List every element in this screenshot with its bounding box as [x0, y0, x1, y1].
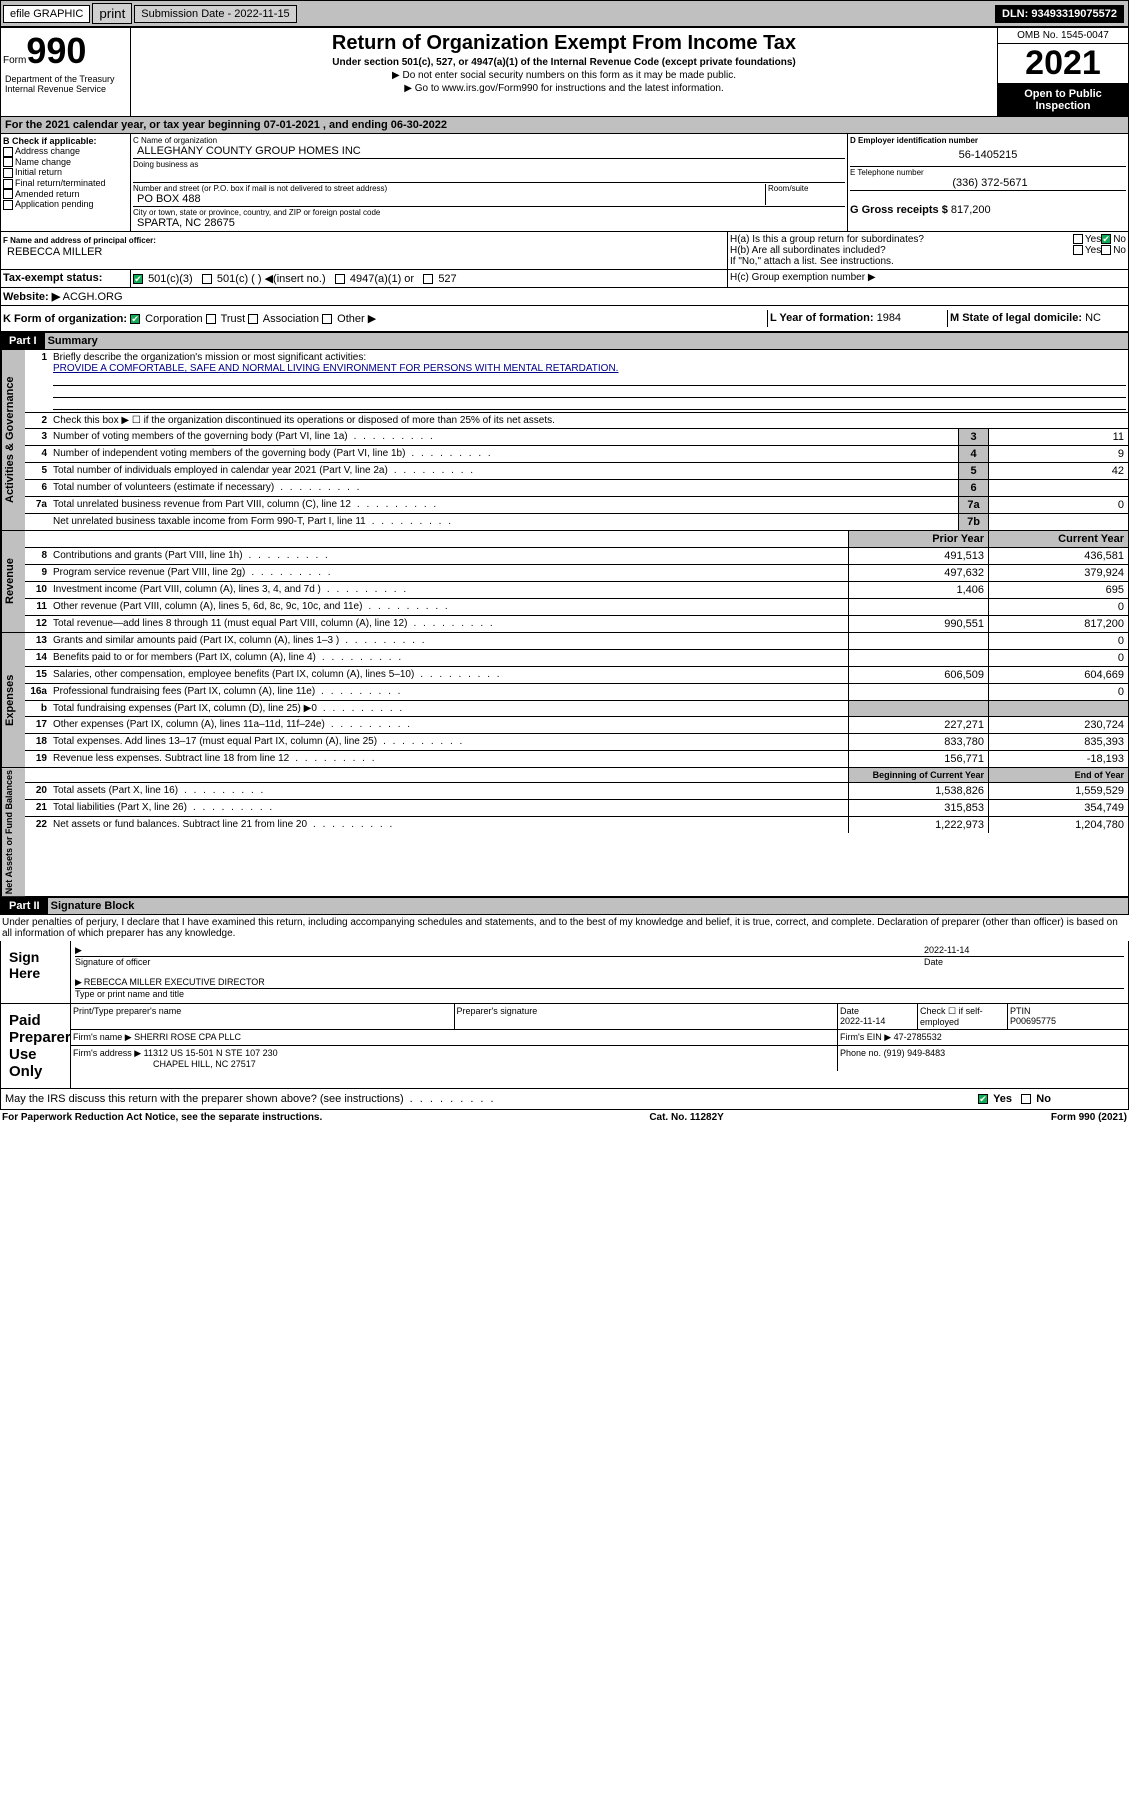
- phone: (336) 372-5671: [850, 177, 1126, 189]
- netassets-section: Net Assets or Fund Balances Beginning of…: [0, 768, 1129, 897]
- form-title: Return of Organization Exempt From Incom…: [135, 32, 993, 55]
- dept-label: Department of the Treasury Internal Reve…: [3, 72, 128, 96]
- firm-ein: 47-2785532: [894, 1032, 942, 1042]
- line-k: K Form of organization: ✔ Corporation Tr…: [1, 310, 768, 327]
- tax-year: 2021: [998, 44, 1128, 84]
- form-header: Form990 Department of the Treasury Inter…: [0, 27, 1129, 117]
- tax-exempt-status: ✔ 501(c)(3) 501(c) ( ) ◀(insert no.) 494…: [131, 270, 728, 287]
- mission: PROVIDE A COMFORTABLE, SAFE AND NORMAL L…: [53, 363, 618, 374]
- ssn-note: ▶ Do not enter social security numbers o…: [135, 70, 993, 81]
- section-h: H(a) Is this a group return for subordin…: [728, 232, 1128, 269]
- perjury-declaration: Under penalties of perjury, I declare th…: [0, 915, 1129, 941]
- ein: 56-1405215: [850, 145, 1126, 165]
- inspection-label: Open to Public Inspection: [998, 84, 1128, 116]
- goto-note: ▶ Go to www.irs.gov/Form990 for instruct…: [135, 83, 993, 94]
- submission-date: Submission Date - 2022-11-15: [134, 5, 296, 23]
- form-subtitle: Under section 501(c), 527, or 4947(a)(1)…: [135, 57, 993, 68]
- part-2-header: Part II Signature Block: [0, 897, 1129, 915]
- top-toolbar: efile GRAPHIC print Submission Date - 20…: [0, 0, 1129, 27]
- discuss-question: May the IRS discuss this return with the…: [3, 1091, 976, 1107]
- line-j-label: Website: ▶: [3, 291, 60, 303]
- ptin: P00695775: [1010, 1016, 1056, 1026]
- line-a: For the 2021 calendar year, or tax year …: [0, 117, 1129, 134]
- year-formed: 1984: [877, 312, 901, 324]
- org-address: PO BOX 488: [133, 193, 765, 205]
- section-b: B Check if applicable: Address change Na…: [1, 134, 131, 231]
- officer-name: REBECCA MILLER: [3, 246, 102, 258]
- efile-label: efile GRAPHIC: [3, 5, 90, 23]
- firm-addr: 11312 US 15-501 N STE 107 230: [144, 1048, 278, 1058]
- sign-here-section: Sign Here 2022-11-14 Signature of office…: [0, 941, 1129, 1004]
- paid-preparer-section: Paid Preparer Use Only Print/Type prepar…: [0, 1004, 1129, 1089]
- section-d-e-g: D Employer identification number 56-1405…: [848, 134, 1128, 231]
- form-word: Form: [3, 55, 26, 66]
- officer-sig-name: REBECCA MILLER EXECUTIVE DIRECTOR: [75, 977, 1124, 988]
- org-city: SPARTA, NC 28675: [133, 217, 845, 229]
- firm-name: SHERRI ROSE CPA PLLC: [134, 1032, 241, 1042]
- omb-number: OMB No. 1545-0047: [998, 28, 1128, 44]
- expenses-section: Expenses 13Grants and similar amounts pa…: [0, 633, 1129, 768]
- print-button[interactable]: print: [92, 3, 132, 24]
- activities-section: Activities & Governance 1Briefly describ…: [0, 350, 1129, 531]
- gross-receipts: 817,200: [951, 204, 991, 216]
- form-number: 990: [26, 30, 86, 71]
- line-hc: H(c) Group exemption number ▶: [728, 270, 1128, 287]
- page-footer: For Paperwork Reduction Act Notice, see …: [0, 1110, 1129, 1125]
- line-i-label: Tax-exempt status:: [3, 272, 102, 284]
- org-name: ALLEGHANY COUNTY GROUP HOMES INC: [133, 145, 845, 157]
- part-1-header: Part I Summary: [0, 332, 1129, 350]
- firm-phone: (919) 949-8483: [884, 1048, 946, 1058]
- domicile: NC: [1085, 312, 1101, 324]
- dln-label: DLN: 93493319075572: [995, 5, 1124, 23]
- section-f: F Name and address of principal officer:…: [1, 232, 728, 269]
- section-c: C Name of organization ALLEGHANY COUNTY …: [131, 134, 848, 231]
- revenue-section: Revenue Prior YearCurrent Year 8Contribu…: [0, 531, 1129, 633]
- website: ACGH.ORG: [63, 291, 123, 303]
